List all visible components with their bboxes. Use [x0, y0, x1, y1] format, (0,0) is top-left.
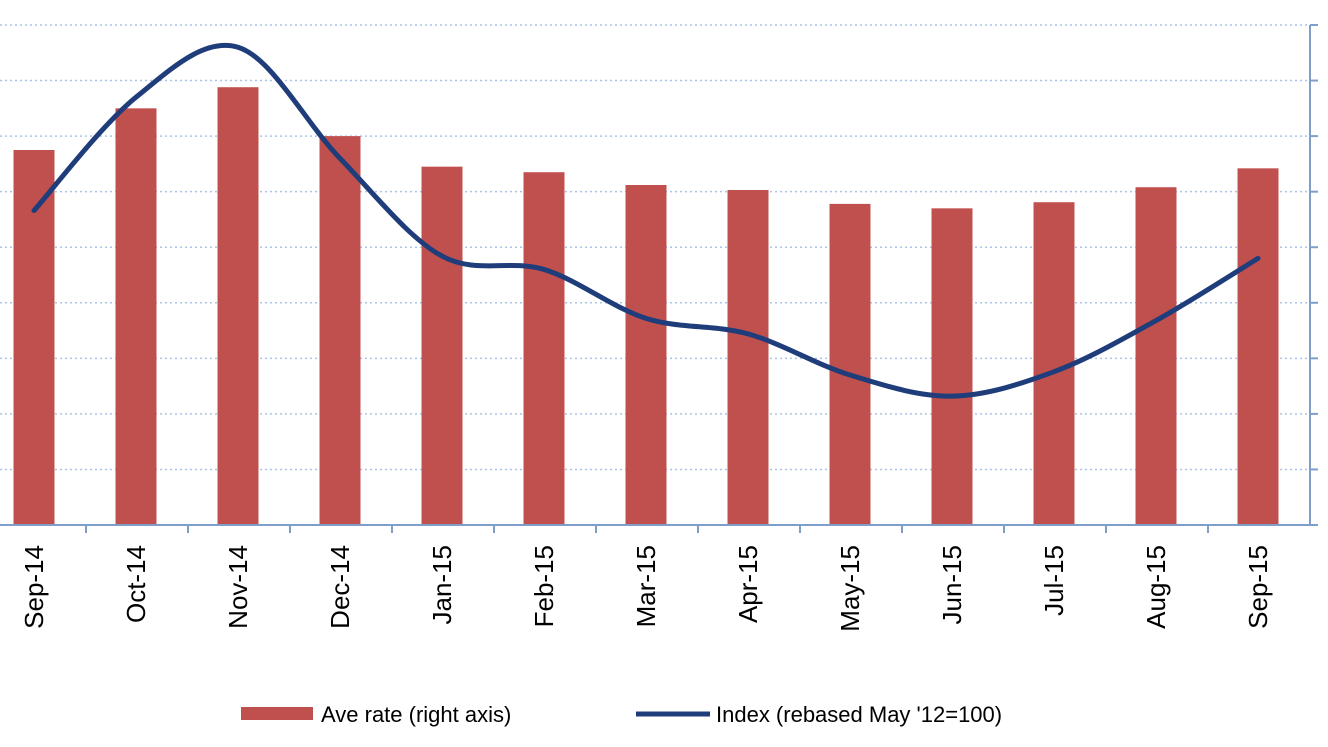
bar-jun-15: [931, 208, 973, 526]
bar-series: [13, 87, 1279, 526]
bar-feb-15: [523, 172, 565, 525]
legend: Ave rate (right axis) Index (rebased May…: [241, 702, 1002, 727]
index-line: [31, 42, 1261, 399]
x-tick-label: Feb-15: [529, 545, 559, 627]
x-tick-label: Sep-14: [19, 545, 49, 629]
x-tick-label: Nov-14: [223, 545, 253, 629]
x-tick-label: Jul-15: [1039, 545, 1069, 616]
axes: [0, 24, 1318, 533]
bar-oct-14: [115, 108, 157, 525]
x-tick-label: Dec-14: [325, 545, 355, 629]
legend-label-ave-rate: Ave rate (right axis): [321, 702, 511, 727]
bar-apr-15: [727, 190, 769, 525]
x-tick-label: Jun-15: [937, 545, 967, 625]
bar-sep-14: [13, 150, 55, 525]
x-tick-labels: Sep-14 Oct-14 Nov-14 Dec-14 Jan-15 Feb-15 Mar-…: [19, 545, 1273, 632]
bar-aug-15: [1135, 187, 1177, 525]
legend-label-index: Index (rebased May '12=100): [716, 702, 1002, 727]
bar-mar-15: [625, 185, 667, 525]
bar-may-15: [829, 203, 871, 525]
x-tick-label: Apr-15: [733, 545, 763, 623]
bar-dec-14: [319, 136, 361, 525]
legend-swatch-ave-rate: [241, 707, 313, 720]
bar-jan-15: [421, 166, 463, 525]
x-tick-label: Mar-15: [631, 545, 661, 627]
x-tick-label: May-15: [835, 545, 865, 632]
bar-nov-14: [217, 87, 259, 525]
x-tick-label: Aug-15: [1141, 545, 1171, 629]
x-tick-label: Sep-15: [1243, 545, 1273, 629]
bar-sep-15: [1237, 168, 1279, 526]
x-tick-label: Oct-14: [121, 545, 151, 623]
x-tick-label: Jan-15: [427, 545, 457, 625]
